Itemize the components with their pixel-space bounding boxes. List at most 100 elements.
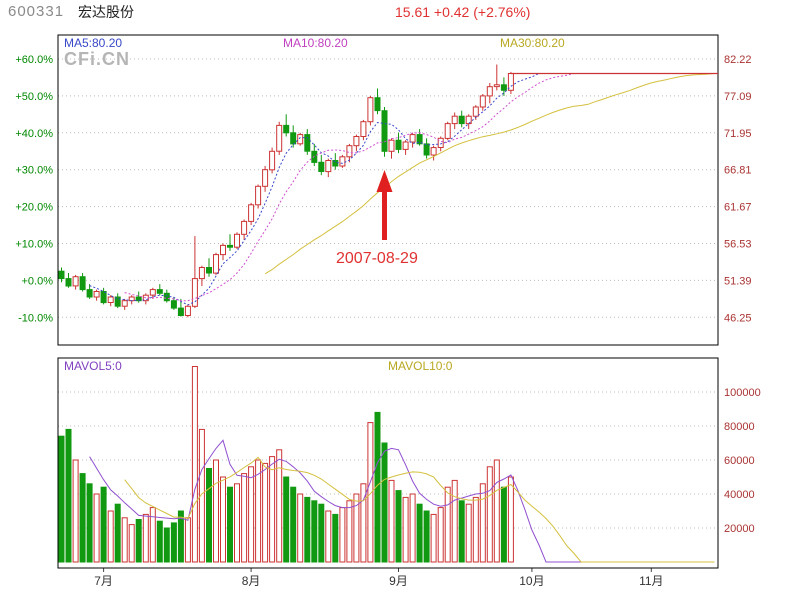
pct-axis-label: +40.0% bbox=[15, 128, 53, 140]
volume-bar bbox=[234, 483, 240, 563]
volume-bar bbox=[121, 517, 128, 563]
volume-bar bbox=[114, 503, 121, 563]
pct-axis-label: +10.0% bbox=[15, 239, 53, 251]
candle bbox=[163, 292, 170, 302]
candle bbox=[479, 95, 486, 108]
volume-bar bbox=[381, 442, 388, 563]
volume-bar bbox=[255, 459, 262, 563]
volume-bar bbox=[374, 411, 381, 563]
axis-labels: +60.0% +50.0% +40.0% +30.0% +20.0% +10.0% +0.0… bbox=[15, 54, 760, 535]
volume-bar bbox=[451, 479, 458, 563]
volume-bar bbox=[395, 490, 402, 563]
main-chart-border bbox=[57, 34, 719, 346]
mavol10-line bbox=[124, 456, 715, 563]
volume-bar bbox=[353, 493, 360, 563]
volume-bar bbox=[93, 493, 100, 563]
volume-chart-border bbox=[57, 357, 719, 569]
month-label: 8月 bbox=[242, 574, 261, 588]
price-quote: 15.61 +0.42 (+2.76%) bbox=[395, 4, 531, 20]
candle bbox=[114, 296, 121, 307]
candle bbox=[283, 124, 290, 134]
volume-bar bbox=[339, 507, 346, 563]
volume-bar bbox=[206, 468, 212, 563]
candle bbox=[409, 134, 416, 143]
price-axis-label: 51.39 bbox=[724, 275, 752, 287]
candle bbox=[213, 254, 219, 274]
ma30-legend: MA30:80.20 bbox=[500, 36, 565, 50]
candle bbox=[170, 300, 177, 309]
candle bbox=[381, 110, 388, 152]
candle bbox=[86, 289, 93, 298]
volume-bar bbox=[500, 486, 507, 563]
volume-bar bbox=[220, 476, 226, 563]
pct-axis-label: +30.0% bbox=[15, 165, 53, 177]
ma5-legend: MA5:80.20 bbox=[64, 36, 123, 50]
candle bbox=[290, 132, 297, 145]
volume-bar bbox=[65, 428, 72, 563]
volume-bar bbox=[304, 496, 311, 563]
candle bbox=[65, 278, 72, 287]
pct-axis-label: +50.0% bbox=[15, 91, 53, 103]
pct-axis-label: -10.0% bbox=[18, 312, 53, 324]
volume-axis-label: 20000 bbox=[724, 523, 755, 535]
candle bbox=[100, 291, 107, 304]
candle bbox=[458, 115, 465, 125]
volume-bar bbox=[290, 486, 297, 563]
stock-name: 宏达股份 bbox=[78, 4, 134, 20]
candle bbox=[255, 185, 262, 206]
candle bbox=[346, 145, 353, 158]
candle bbox=[156, 289, 163, 294]
volume-bar bbox=[156, 520, 163, 563]
candle bbox=[93, 291, 100, 298]
mavol10-legend: MAVOL10:0 bbox=[388, 359, 453, 373]
annotation-arrow bbox=[376, 170, 393, 240]
volume-axis-label: 60000 bbox=[724, 455, 755, 467]
volume-bar bbox=[191, 366, 198, 563]
volume-bars-layer bbox=[58, 366, 514, 563]
volume-bar bbox=[135, 519, 142, 563]
candle bbox=[206, 267, 212, 274]
candle bbox=[241, 220, 248, 235]
volume-bar bbox=[58, 435, 65, 563]
candle bbox=[493, 84, 500, 88]
volume-bar bbox=[409, 493, 416, 563]
volume-bar bbox=[177, 510, 184, 563]
mavol5-legend: MAVOL5:0 bbox=[64, 359, 122, 373]
volume-bar bbox=[142, 513, 149, 563]
candle bbox=[234, 233, 240, 248]
pct-axis-label: +20.0% bbox=[15, 202, 53, 214]
ma10-legend: MA10:80.20 bbox=[283, 36, 348, 50]
candle bbox=[128, 296, 135, 302]
candle bbox=[388, 139, 395, 152]
price-axis-label: 77.09 bbox=[724, 91, 752, 103]
volume-bar bbox=[479, 483, 486, 563]
price-axis-label: 61.67 bbox=[724, 202, 752, 214]
volume-bar bbox=[184, 517, 191, 563]
candle bbox=[472, 106, 479, 117]
month-label: 9月 bbox=[389, 574, 408, 588]
volume-bar bbox=[248, 466, 255, 563]
volume-bar bbox=[269, 456, 276, 563]
volume-bar bbox=[458, 500, 465, 563]
candle bbox=[451, 115, 458, 125]
volume-bar bbox=[72, 459, 79, 563]
volume-bar bbox=[149, 507, 156, 563]
candle bbox=[276, 124, 283, 152]
candle bbox=[72, 276, 79, 287]
volume-bar bbox=[486, 466, 493, 563]
volume-bar bbox=[507, 476, 514, 563]
candle bbox=[500, 84, 507, 91]
volume-bar bbox=[213, 459, 219, 563]
volume-bar bbox=[388, 479, 395, 563]
volume-bar bbox=[444, 486, 451, 563]
volume-bar bbox=[325, 510, 332, 563]
candle bbox=[121, 300, 128, 307]
volume-axis-label: 100000 bbox=[724, 387, 761, 399]
candle bbox=[416, 134, 423, 145]
pct-axis-label: +0.0% bbox=[22, 275, 54, 287]
volume-bar bbox=[276, 449, 283, 563]
price-axis-label: 46.25 bbox=[724, 312, 752, 324]
candle bbox=[437, 137, 444, 149]
